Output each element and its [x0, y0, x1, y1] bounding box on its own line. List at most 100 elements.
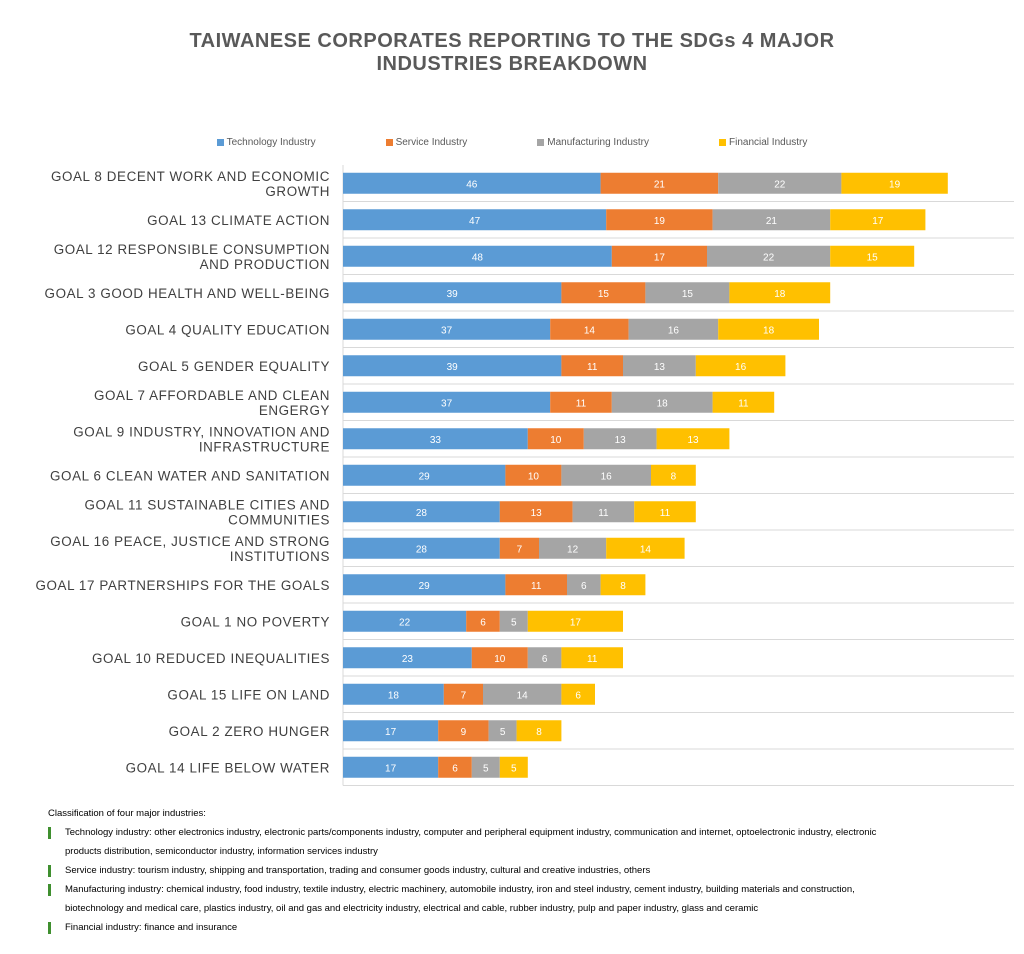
- note-text: Financial industry: finance and insuranc…: [65, 918, 1008, 937]
- data-label: 18: [763, 325, 775, 336]
- data-label: 17: [385, 727, 397, 738]
- data-label: 14: [584, 325, 596, 336]
- bar-segment: [505, 574, 567, 596]
- bar-segment: [606, 537, 685, 559]
- data-label: 14: [640, 544, 652, 555]
- bar-segment: [343, 683, 444, 705]
- category-label: GOAL 15 LIFE ON LAND: [167, 687, 330, 702]
- data-label: 15: [682, 289, 694, 300]
- data-label: 47: [469, 216, 481, 227]
- bar-segment: [712, 209, 831, 231]
- bar-segment: [343, 647, 472, 669]
- data-label: 48: [472, 252, 484, 263]
- data-label: 37: [441, 398, 453, 409]
- chart-title-line-1: TAIWANESE CORPORATES REPORTING TO THE SD…: [189, 30, 835, 52]
- legend-item-service: Service Industry: [385, 137, 467, 148]
- bar-segment: [343, 172, 601, 194]
- category-label: GOAL 1 NO POVERTY: [181, 614, 330, 629]
- notes-list: Technology industry: other electronics i…: [48, 823, 1008, 937]
- legend-swatch: [216, 139, 224, 146]
- bar-segment: [343, 574, 506, 596]
- category-label: GOAL 4 QUALITY EDUCATION: [125, 322, 330, 337]
- data-label: 13: [615, 435, 627, 446]
- note-bullet: [48, 827, 51, 839]
- category-label: GOAL 13 CLIMATE ACTION: [147, 213, 330, 228]
- bar-segment: [600, 172, 719, 194]
- bar-segment: [438, 720, 489, 742]
- data-label: 39: [447, 362, 459, 373]
- data-label: 10: [528, 471, 540, 482]
- data-label: 7: [461, 690, 467, 701]
- note-bullet: [48, 865, 51, 877]
- data-label: 11: [587, 362, 598, 373]
- bar-segment: [712, 391, 775, 413]
- category-label: GOAL 17 PARTNERSHIPS FOR THE GOALS: [36, 578, 331, 593]
- data-label: 11: [587, 654, 598, 665]
- bar-segment: [645, 282, 730, 304]
- note-bullet: [48, 922, 51, 934]
- data-label: 5: [483, 763, 489, 774]
- bar-segment: [583, 428, 657, 450]
- category-label: GOAL 8 DECENT WORK AND ECONOMIC GROWTH: [51, 169, 330, 199]
- bar-segment: [550, 318, 629, 340]
- bar-segment: [550, 391, 612, 413]
- bar-segment: [611, 391, 713, 413]
- bar-segment: [343, 245, 612, 267]
- note-item: Manufacturing industry: chemical industr…: [48, 880, 1008, 918]
- bar-segment: [561, 647, 623, 669]
- chart-legend: Technology Industry Service Industry Man…: [0, 137, 1024, 148]
- chart-title: TAIWANESE CORPORATES REPORTING TO THE SD…: [0, 30, 1024, 76]
- category-label: GOAL 3 GOOD HEALTH AND WELL-BEING: [45, 286, 330, 301]
- data-label: 10: [494, 654, 506, 665]
- note-line: products distribution, semiconductor ind…: [65, 846, 378, 857]
- bar-segment: [841, 172, 948, 194]
- data-label: 19: [654, 216, 666, 227]
- bar-segment: [830, 209, 926, 231]
- category-label: GOAL 7 AFFORDABLE AND CLEAN ENGERGY: [94, 388, 330, 418]
- note-text: Service industry: tourism industry, ship…: [65, 861, 1008, 880]
- bar-segment: [718, 172, 842, 194]
- bar-segment: [561, 355, 623, 377]
- bar-segment: [561, 464, 651, 486]
- legend-item-technology: Technology Industry: [216, 137, 316, 148]
- data-label: 6: [480, 617, 486, 628]
- bar-segment: [611, 245, 707, 267]
- data-label: 6: [542, 654, 548, 665]
- category-label: GOAL 5 GENDER EQUALITY: [138, 359, 330, 374]
- bar-segment: [483, 683, 562, 705]
- data-label: 12: [567, 544, 579, 555]
- data-label: 28: [416, 544, 428, 555]
- data-label: 15: [598, 289, 610, 300]
- data-label: 21: [766, 216, 778, 227]
- bar-segment: [499, 537, 539, 559]
- data-label: 7: [517, 544, 523, 555]
- data-label: 18: [388, 690, 400, 701]
- bar-segment: [539, 537, 607, 559]
- note-bullet: [48, 884, 51, 896]
- legend-swatch: [537, 139, 545, 146]
- data-label: 13: [654, 362, 666, 373]
- data-label: 46: [466, 179, 478, 190]
- bar-segment: [343, 501, 500, 523]
- bar-segment: [471, 647, 528, 669]
- legend-label: Technology Industry: [226, 137, 316, 148]
- data-label: 17: [385, 763, 397, 774]
- category-label: GOAL 11 SUSTAINABLE CITIES AND COMMUNITIE…: [85, 497, 330, 527]
- bar-segment: [343, 464, 506, 486]
- data-label: 14: [517, 690, 529, 701]
- data-label: 28: [416, 508, 428, 519]
- bar-segment: [561, 282, 646, 304]
- bar-segment: [830, 245, 915, 267]
- bar-segment: [623, 355, 696, 377]
- data-label: 21: [654, 179, 666, 190]
- data-label: 18: [774, 289, 786, 300]
- data-label: 29: [419, 581, 431, 592]
- category-label: GOAL 12 RESPONSIBLE CONSUMPTION AND PRODU…: [54, 242, 330, 272]
- bar-segment: [707, 245, 831, 267]
- note-line: Financial industry: finance and insuranc…: [65, 922, 238, 933]
- note-item: Technology industry: other electronics i…: [48, 823, 1008, 861]
- bar-segment: [343, 610, 467, 632]
- category-label: GOAL 14 LIFE BELOW WATER: [126, 760, 330, 775]
- data-label: 11: [576, 398, 587, 409]
- bar-segment: [567, 574, 601, 596]
